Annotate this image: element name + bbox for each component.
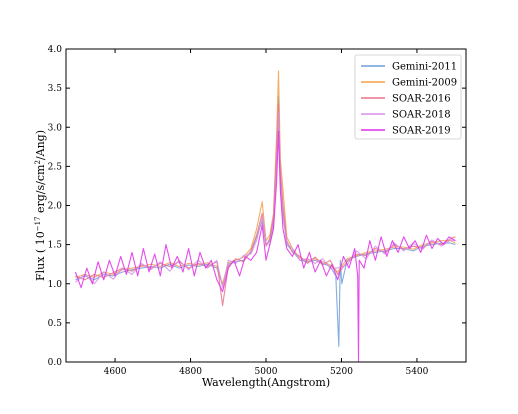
legend-label-1: Gemini-2009: [392, 78, 457, 89]
series-layer: [74, 70, 456, 362]
legend-label-4: SOAR-2019: [392, 126, 451, 137]
legend-label-0: Gemini-2011: [392, 62, 457, 73]
y-tick-label-7: 3.5: [48, 84, 63, 94]
y-tick-label-5: 2.5: [48, 162, 63, 172]
y-tick-label-0: 0.0: [48, 358, 63, 368]
y-tick-label-6: 3.0: [48, 123, 63, 133]
y-axis-label: Flux ( 10−17 erg/s/cm2/Ang): [34, 130, 47, 281]
y-axis-label-square: 2: [34, 160, 42, 164]
y-axis-label-mid: erg/s/cm: [34, 164, 47, 217]
y-tick-label-3: 1.5: [48, 241, 63, 251]
x-tick-label-0: 4600: [104, 367, 127, 377]
y-axis-label-exponent: −17: [34, 217, 42, 232]
tick-layer: 4600 4800 5000 5200 5400 0.0 0.5 1.0 1.5 2.0 2.5 3.…: [48, 45, 466, 377]
legend-label-3: SOAR-2018: [392, 110, 451, 121]
legend: Gemini-2011 Gemini-2009 SOAR-2016 SOAR-2018…: [354, 54, 462, 140]
x-tick-label-1: 4800: [179, 367, 202, 377]
legend-box: [354, 54, 462, 140]
y-axis-label-suffix: /Ang): [34, 130, 47, 160]
x-tick-label-4: 5400: [405, 367, 428, 377]
series-line-4: [74, 130, 456, 362]
x-tick-label-3: 5200: [330, 367, 353, 377]
y-tick-label-8: 4.0: [48, 45, 63, 55]
y-tick-label-1: 0.5: [48, 319, 63, 329]
x-tick-label-2: 5000: [255, 367, 278, 377]
y-tick-label-4: 2.0: [48, 202, 63, 212]
legend-label-2: SOAR-2016: [392, 94, 451, 105]
y-tick-label-2: 1.0: [48, 280, 63, 290]
x-axis-label: Wavelength(Angstrom): [202, 376, 330, 389]
y-axis-label-prefix: Flux ( 10: [34, 231, 47, 281]
